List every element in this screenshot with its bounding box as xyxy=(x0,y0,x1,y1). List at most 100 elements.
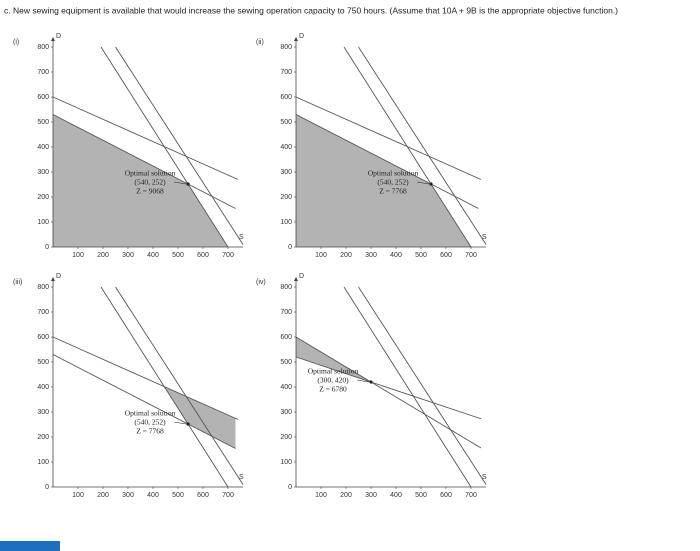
x-axis-label: S xyxy=(482,474,487,481)
annotation-text: Z = 9068 xyxy=(136,187,164,196)
annotation-text: Z = 6780 xyxy=(319,385,347,394)
annotation-text: Z = 7768 xyxy=(136,427,164,436)
x-tick-label: 300 xyxy=(122,492,134,499)
y-tick-label: 800 xyxy=(37,284,49,291)
panel-label: (iii) xyxy=(13,279,22,286)
y-tick-label: 500 xyxy=(280,119,292,126)
annotation-text: (540, 252) xyxy=(134,418,166,427)
y-tick-label: 400 xyxy=(37,144,49,151)
optimal-point xyxy=(186,182,190,186)
x-tick-label: 200 xyxy=(97,492,109,499)
y-tick-label: 100 xyxy=(280,459,292,466)
y-tick-label: 0 xyxy=(288,244,292,251)
x-tick-label: 600 xyxy=(440,492,452,499)
x-tick-label: 700 xyxy=(465,252,477,259)
y-tick-label: 0 xyxy=(288,484,292,491)
axis-arrow xyxy=(294,37,298,41)
button[interactable] xyxy=(0,541,60,551)
panel-label: (ii) xyxy=(256,39,264,46)
annotation-arrow xyxy=(173,181,187,185)
y-tick-label: 800 xyxy=(280,44,292,51)
x-tick-label: 400 xyxy=(147,252,159,259)
constraint-line xyxy=(115,46,244,245)
annotation-text: (300, 420) xyxy=(317,376,349,385)
y-tick-label: 400 xyxy=(280,384,292,391)
y-axis-label: D xyxy=(299,273,304,280)
x-tick-label: 700 xyxy=(465,492,477,499)
y-tick-label: 100 xyxy=(37,459,49,466)
constraint-line xyxy=(343,286,472,488)
y-tick-label: 400 xyxy=(280,144,292,151)
annotation-text: Optimal solution xyxy=(308,367,359,376)
constraint-line xyxy=(52,114,236,209)
constraint-line xyxy=(52,96,239,180)
x-tick-label: 300 xyxy=(365,252,377,259)
constraint-line xyxy=(295,96,482,180)
x-tick-label: 700 xyxy=(222,492,234,499)
y-axis-label: D xyxy=(299,33,304,40)
constraint-line xyxy=(295,336,482,449)
y-tick-label: 700 xyxy=(37,69,49,76)
optimal-point xyxy=(429,182,433,186)
x-tick-label: 400 xyxy=(390,252,402,259)
y-tick-label: 700 xyxy=(280,309,292,316)
x-axis-label: S xyxy=(239,234,244,241)
y-tick-label: 700 xyxy=(280,69,292,76)
y-tick-label: 400 xyxy=(37,384,49,391)
feasible-region xyxy=(296,114,471,247)
annotation-arrow xyxy=(416,181,430,185)
x-tick-label: 200 xyxy=(97,252,109,259)
optimal-point xyxy=(369,380,373,384)
x-tick-label: 600 xyxy=(440,252,452,259)
x-tick-label: 600 xyxy=(197,252,209,259)
constraint-line xyxy=(358,46,487,245)
x-tick-label: 600 xyxy=(197,492,209,499)
optimal-point xyxy=(186,422,190,426)
x-tick-label: 500 xyxy=(415,492,427,499)
axis-arrow xyxy=(51,277,55,281)
y-axis-label: D xyxy=(56,33,61,40)
question: c. New sewing equipment is available tha… xyxy=(4,5,618,15)
constraint-line xyxy=(115,286,244,485)
x-tick-label: 500 xyxy=(172,492,184,499)
y-tick-label: 500 xyxy=(37,119,49,126)
y-tick-label: 100 xyxy=(37,219,49,226)
annotation-text: Optimal solution xyxy=(125,169,176,178)
axis-arrow xyxy=(294,277,298,281)
constraint-line xyxy=(295,356,482,420)
y-tick-label: 0 xyxy=(45,484,49,491)
y-tick-label: 200 xyxy=(280,434,292,441)
y-tick-label: 600 xyxy=(37,94,49,101)
annotation-text: Optimal solution xyxy=(125,409,176,418)
y-axis-label: D xyxy=(56,273,61,280)
annotation-text: (540, 252) xyxy=(134,178,166,187)
x-tick-label: 300 xyxy=(365,492,377,499)
x-axis-label: S xyxy=(239,474,244,481)
y-tick-label: 300 xyxy=(280,409,292,416)
y-tick-label: 500 xyxy=(37,359,49,366)
y-tick-label: 300 xyxy=(37,409,49,416)
y-tick-label: 700 xyxy=(37,309,49,316)
y-tick-label: 200 xyxy=(37,434,49,441)
x-axis-label: S xyxy=(482,234,487,241)
x-tick-label: 700 xyxy=(222,252,234,259)
y-tick-label: 800 xyxy=(280,284,292,291)
x-tick-label: 400 xyxy=(147,492,159,499)
y-tick-label: 200 xyxy=(280,194,292,201)
constraint-line xyxy=(52,336,239,420)
y-tick-label: 600 xyxy=(280,94,292,101)
constraint-line xyxy=(52,354,236,449)
annotation-text: (540, 252) xyxy=(377,178,409,187)
y-tick-label: 100 xyxy=(280,219,292,226)
constraint-line xyxy=(295,114,479,209)
feasible-region xyxy=(53,114,228,247)
x-tick-label: 100 xyxy=(72,252,84,259)
y-tick-label: 600 xyxy=(37,334,49,341)
x-tick-label: 300 xyxy=(122,252,134,259)
x-tick-label: 200 xyxy=(340,252,352,259)
x-tick-label: 500 xyxy=(172,252,184,259)
y-tick-label: 800 xyxy=(37,44,49,51)
x-tick-label: 200 xyxy=(340,492,352,499)
